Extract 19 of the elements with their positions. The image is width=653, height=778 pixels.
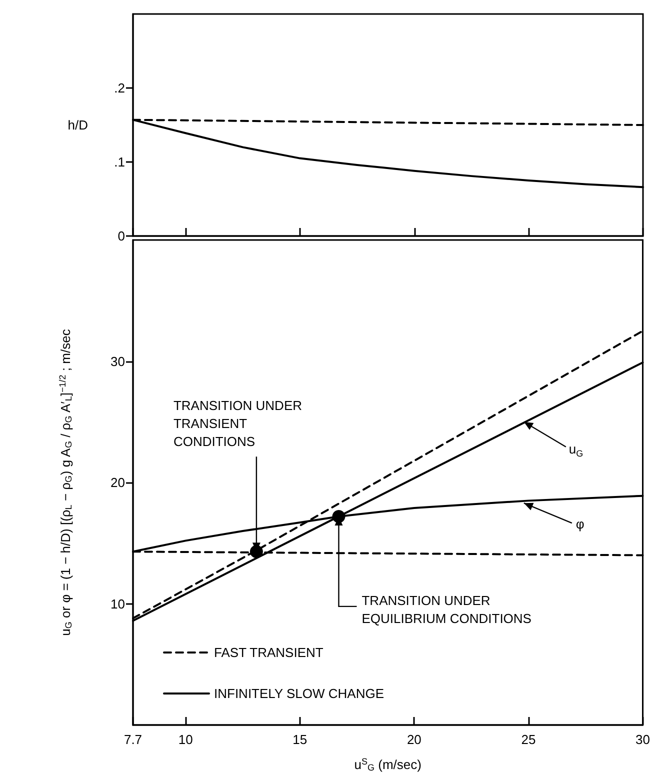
x-tick-label: 20 — [406, 732, 422, 747]
x-tick-label: 30 — [636, 732, 650, 747]
y-axis-title: h/D — [68, 118, 88, 132]
x-tick-label: 7.7 — [124, 732, 142, 747]
annotation: TRANSITION UNDER EQUILIBRIUM CONDITIONS — [362, 592, 532, 626]
y-tick-label: 30 — [110, 354, 125, 369]
x-tick-label: 15 — [292, 732, 308, 747]
y-tick-label: 20 — [110, 475, 125, 490]
annotation: φ — [576, 516, 584, 532]
y-tick-label: 0 — [118, 228, 125, 244]
text: uG or φ = (1 − h/D) [(ρL − ρG) g AG / ρG A′L]−1/2 ; m/sec — [58, 329, 74, 636]
y-tick-label: 10 — [110, 596, 125, 612]
y-tick-label: .1 — [114, 154, 125, 170]
legend-label: FAST TRANSIENT — [214, 645, 324, 660]
y-tick-label: .2 — [114, 80, 125, 96]
legend-label: INFINITELY SLOW CHANGE — [214, 686, 384, 701]
x-tick-label: 25 — [521, 732, 536, 747]
x-tick-label: 10 — [178, 732, 193, 747]
annotation: TRANSITION UNDER TRANSIENT CONDITIONS — [173, 398, 306, 450]
